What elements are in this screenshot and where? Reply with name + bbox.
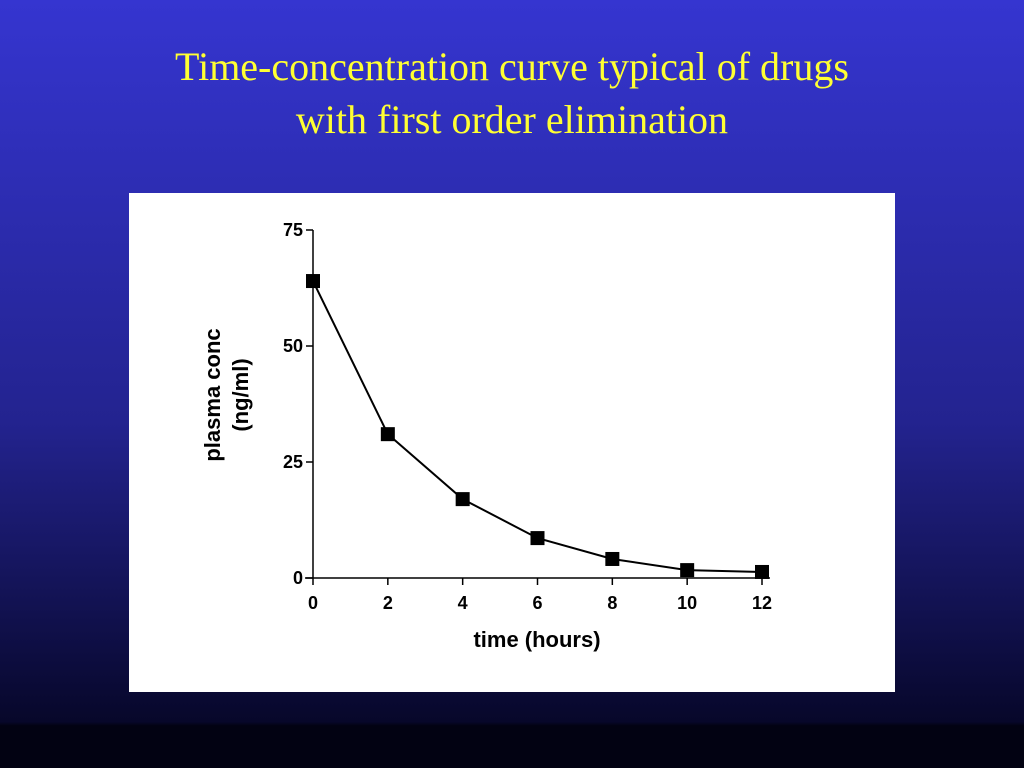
y-axis-label: (ng/ml) [228,358,253,431]
data-point [605,551,620,566]
x-tick-label: 0 [308,593,318,613]
chart: time (hours) plasma conc (ng/ml) 0 25 50 75… [200,220,772,652]
x-axis-label: time (hours) [473,627,600,652]
chart-panel [129,193,895,692]
data-point [380,427,395,442]
data-point [455,492,470,507]
x-tick-label: 4 [458,593,468,613]
x-tick-label: 8 [607,593,617,613]
x-tick-label: 6 [532,593,542,613]
x-tick-label: 10 [677,593,697,613]
y-axis-label: plasma conc [200,328,225,461]
y-tick-label: 25 [283,452,303,472]
x-tick-label: 2 [383,593,393,613]
data-point [530,531,545,546]
data-point [755,564,769,579]
data-point [680,563,695,578]
slide-title: Time-concentration curve typical of drug… [175,44,849,89]
y-tick-label: 50 [283,336,303,356]
slide-title: with first order elimination [296,97,728,142]
x-tick-label: 12 [752,593,772,613]
data-point [306,274,320,289]
y-tick-label: 75 [283,220,303,240]
y-tick-label: 0 [293,568,303,588]
